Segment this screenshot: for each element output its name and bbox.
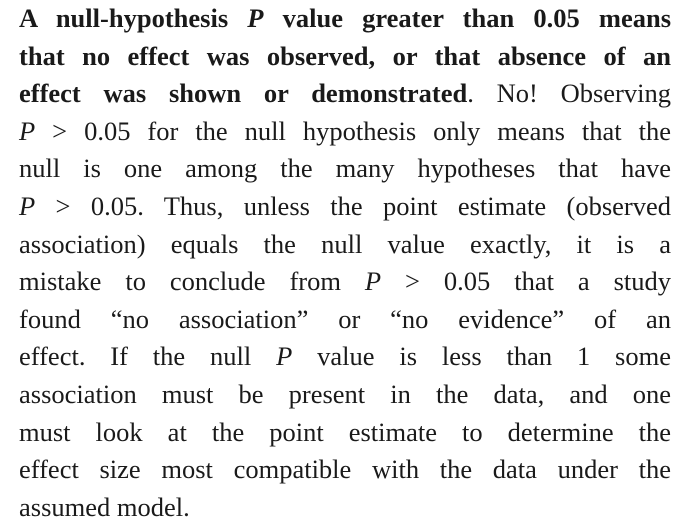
- text-line: association) equals the null value exact…: [19, 226, 671, 264]
- text-run: > 0.05 that a study: [381, 266, 671, 297]
- text-run: value greater than 0.05 means: [263, 3, 672, 33]
- text-run: effect size most compatible with the dat…: [19, 454, 671, 485]
- text-run: assumed model.: [19, 491, 190, 522]
- text-run: null is one among the many hypotheses th…: [19, 153, 671, 184]
- text-line: that no effect was observed, or that abs…: [19, 38, 671, 76]
- text-run: P: [247, 3, 264, 33]
- text-line: effect size most compatible with the dat…: [19, 451, 671, 489]
- text-run: found “no association” or “no evidence” …: [19, 303, 671, 334]
- text-line: found “no association” or “no evidence” …: [19, 301, 671, 339]
- text-run: A null-hypothesis: [19, 3, 248, 33]
- text-run: effect. If the null: [19, 341, 277, 372]
- text-run: P: [364, 266, 382, 297]
- text-run: that no effect was observed, or that abs…: [19, 40, 671, 71]
- text-run: P: [276, 341, 293, 372]
- text-line: P > 0.05 for the null hypothesis only me…: [19, 113, 671, 151]
- text-run: P: [19, 190, 36, 221]
- text-run: value is less than 1 some: [292, 341, 671, 372]
- text-line: mistake to conclude from P > 0.05 that a…: [19, 263, 671, 301]
- text-run: mistake to conclude from: [19, 266, 365, 297]
- text-run: association) equals the null value exact…: [19, 228, 671, 259]
- text-line: effect was shown or demonstrated. No! Ob…: [19, 75, 671, 113]
- text-run: > 0.05 for the null hypothesis only mean…: [35, 115, 671, 146]
- text-run: > 0.05. Thus, unless the point estimate …: [35, 190, 671, 221]
- text-run: . No! Observing: [467, 78, 671, 109]
- text-line: effect. If the null P value is less than…: [19, 338, 671, 376]
- text-line: P > 0.05. Thus, unless the point estimat…: [19, 188, 671, 226]
- text-run: association must be present in the data,…: [19, 378, 671, 409]
- paragraph: A null-hypothesis P value greater than 0…: [19, 0, 671, 526]
- text-line: must look at the point estimate to deter…: [19, 414, 671, 452]
- text-run: must look at the point estimate to deter…: [19, 416, 671, 447]
- text-line: null is one among the many hypotheses th…: [19, 150, 671, 188]
- text-run: P: [19, 115, 36, 146]
- text-run: effect was shown or demonstrated: [19, 78, 468, 109]
- text-line: association must be present in the data,…: [19, 376, 671, 414]
- text-line: A null-hypothesis P value greater than 0…: [19, 0, 671, 38]
- text-line: assumed model.: [19, 489, 671, 526]
